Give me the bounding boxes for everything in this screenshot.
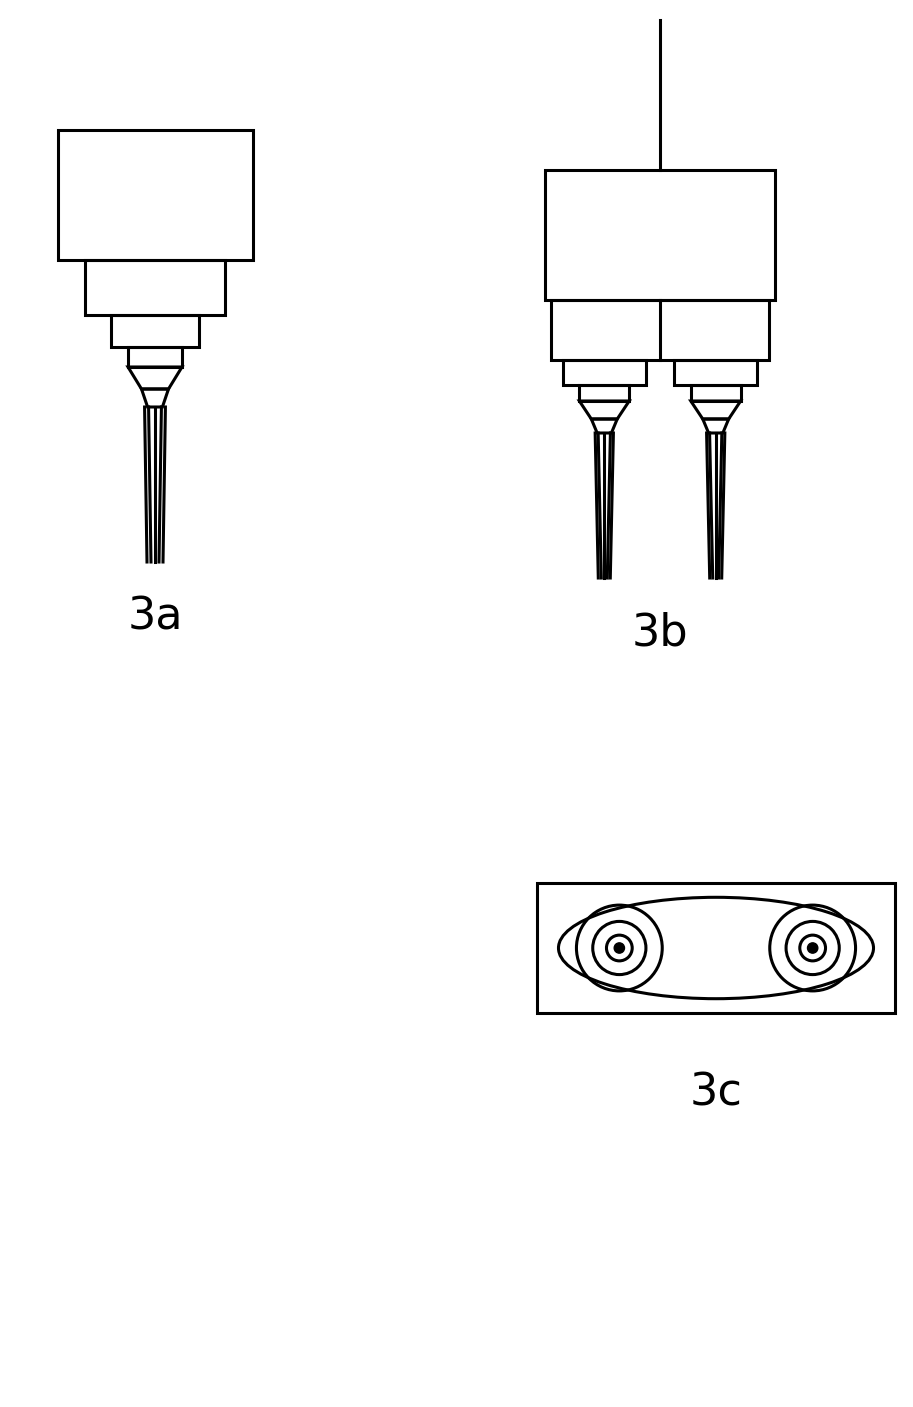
Text: 3c: 3c [689, 1072, 742, 1114]
Circle shape [807, 943, 818, 953]
Text: 3a: 3a [127, 595, 183, 639]
Text: 3b: 3b [632, 612, 688, 654]
Circle shape [614, 943, 624, 953]
